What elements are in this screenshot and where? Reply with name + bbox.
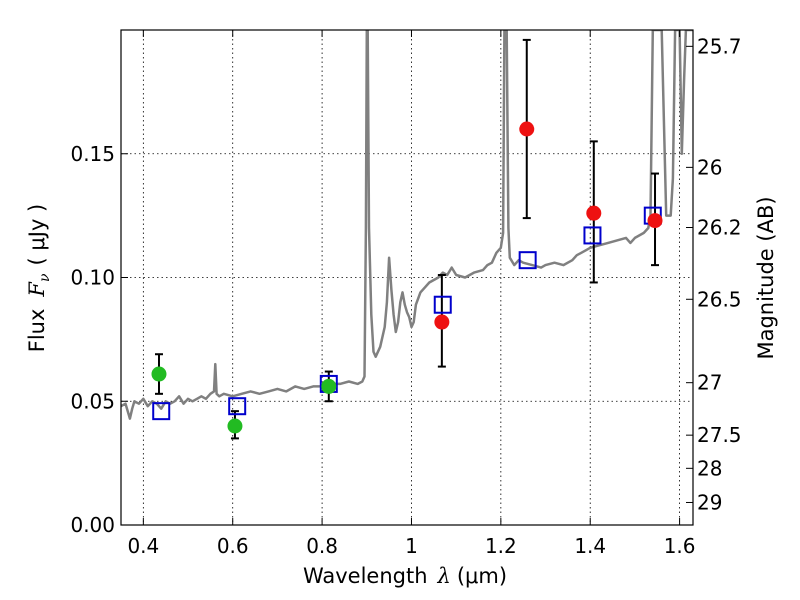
y2-tick-label: 26.2 [697, 216, 742, 240]
x-tick-label: 1.4 [574, 534, 606, 558]
x-tick-label: 0.4 [127, 534, 159, 558]
y2-tick-label: 28 [697, 456, 722, 480]
y-tick-label: 0.15 [70, 142, 115, 166]
red-data-point [434, 314, 450, 330]
model-square-marker [152, 402, 171, 421]
model-square-marker [518, 251, 537, 270]
y-tick-label: 0.05 [70, 389, 115, 413]
red-data-point [586, 205, 602, 221]
green-data-point [151, 366, 167, 382]
y2-tick-label: 26.5 [697, 287, 742, 311]
x-tick-label: 0.8 [306, 534, 338, 558]
marker-layer [151, 121, 663, 434]
y2-axis-label: Magnitude (AB) [754, 196, 778, 359]
y-tick-label: 0.10 [70, 266, 115, 290]
red-data-point [519, 121, 535, 137]
y2-tick-label: 29 [697, 490, 722, 514]
model-square-marker [228, 397, 247, 416]
model-square-marker [433, 295, 452, 314]
green-data-point [321, 378, 337, 394]
model-square-marker [583, 226, 602, 245]
y-tick-label: 0.00 [70, 513, 115, 537]
y2-tick-label: 25.7 [697, 34, 742, 58]
red-data-point [647, 213, 663, 229]
spectrum-layer [121, 30, 693, 420]
x-axis-label: Wavelength λ (μm) [303, 564, 507, 588]
x-tick-label: 1.2 [485, 534, 517, 558]
green-data-point [227, 418, 243, 434]
y2-tick-label: 27.5 [697, 423, 742, 447]
tick-labels: 0.4 0.6 0.8 1 1.2 1.4 1.6 0.00 0.05 0.10 0.15 25.7 2… [70, 34, 741, 558]
spectrum-line [121, 30, 693, 420]
y2-tick-label: 27 [697, 371, 722, 395]
y-axis-label: FluxFν( μJy ) [25, 204, 53, 352]
x-tick-label: 1.6 [664, 534, 696, 558]
y2-tick-label: 26 [697, 155, 722, 179]
x-tick-label: 1 [405, 534, 418, 558]
x-tick-label: 0.6 [217, 534, 249, 558]
axis-ticks [121, 30, 693, 526]
